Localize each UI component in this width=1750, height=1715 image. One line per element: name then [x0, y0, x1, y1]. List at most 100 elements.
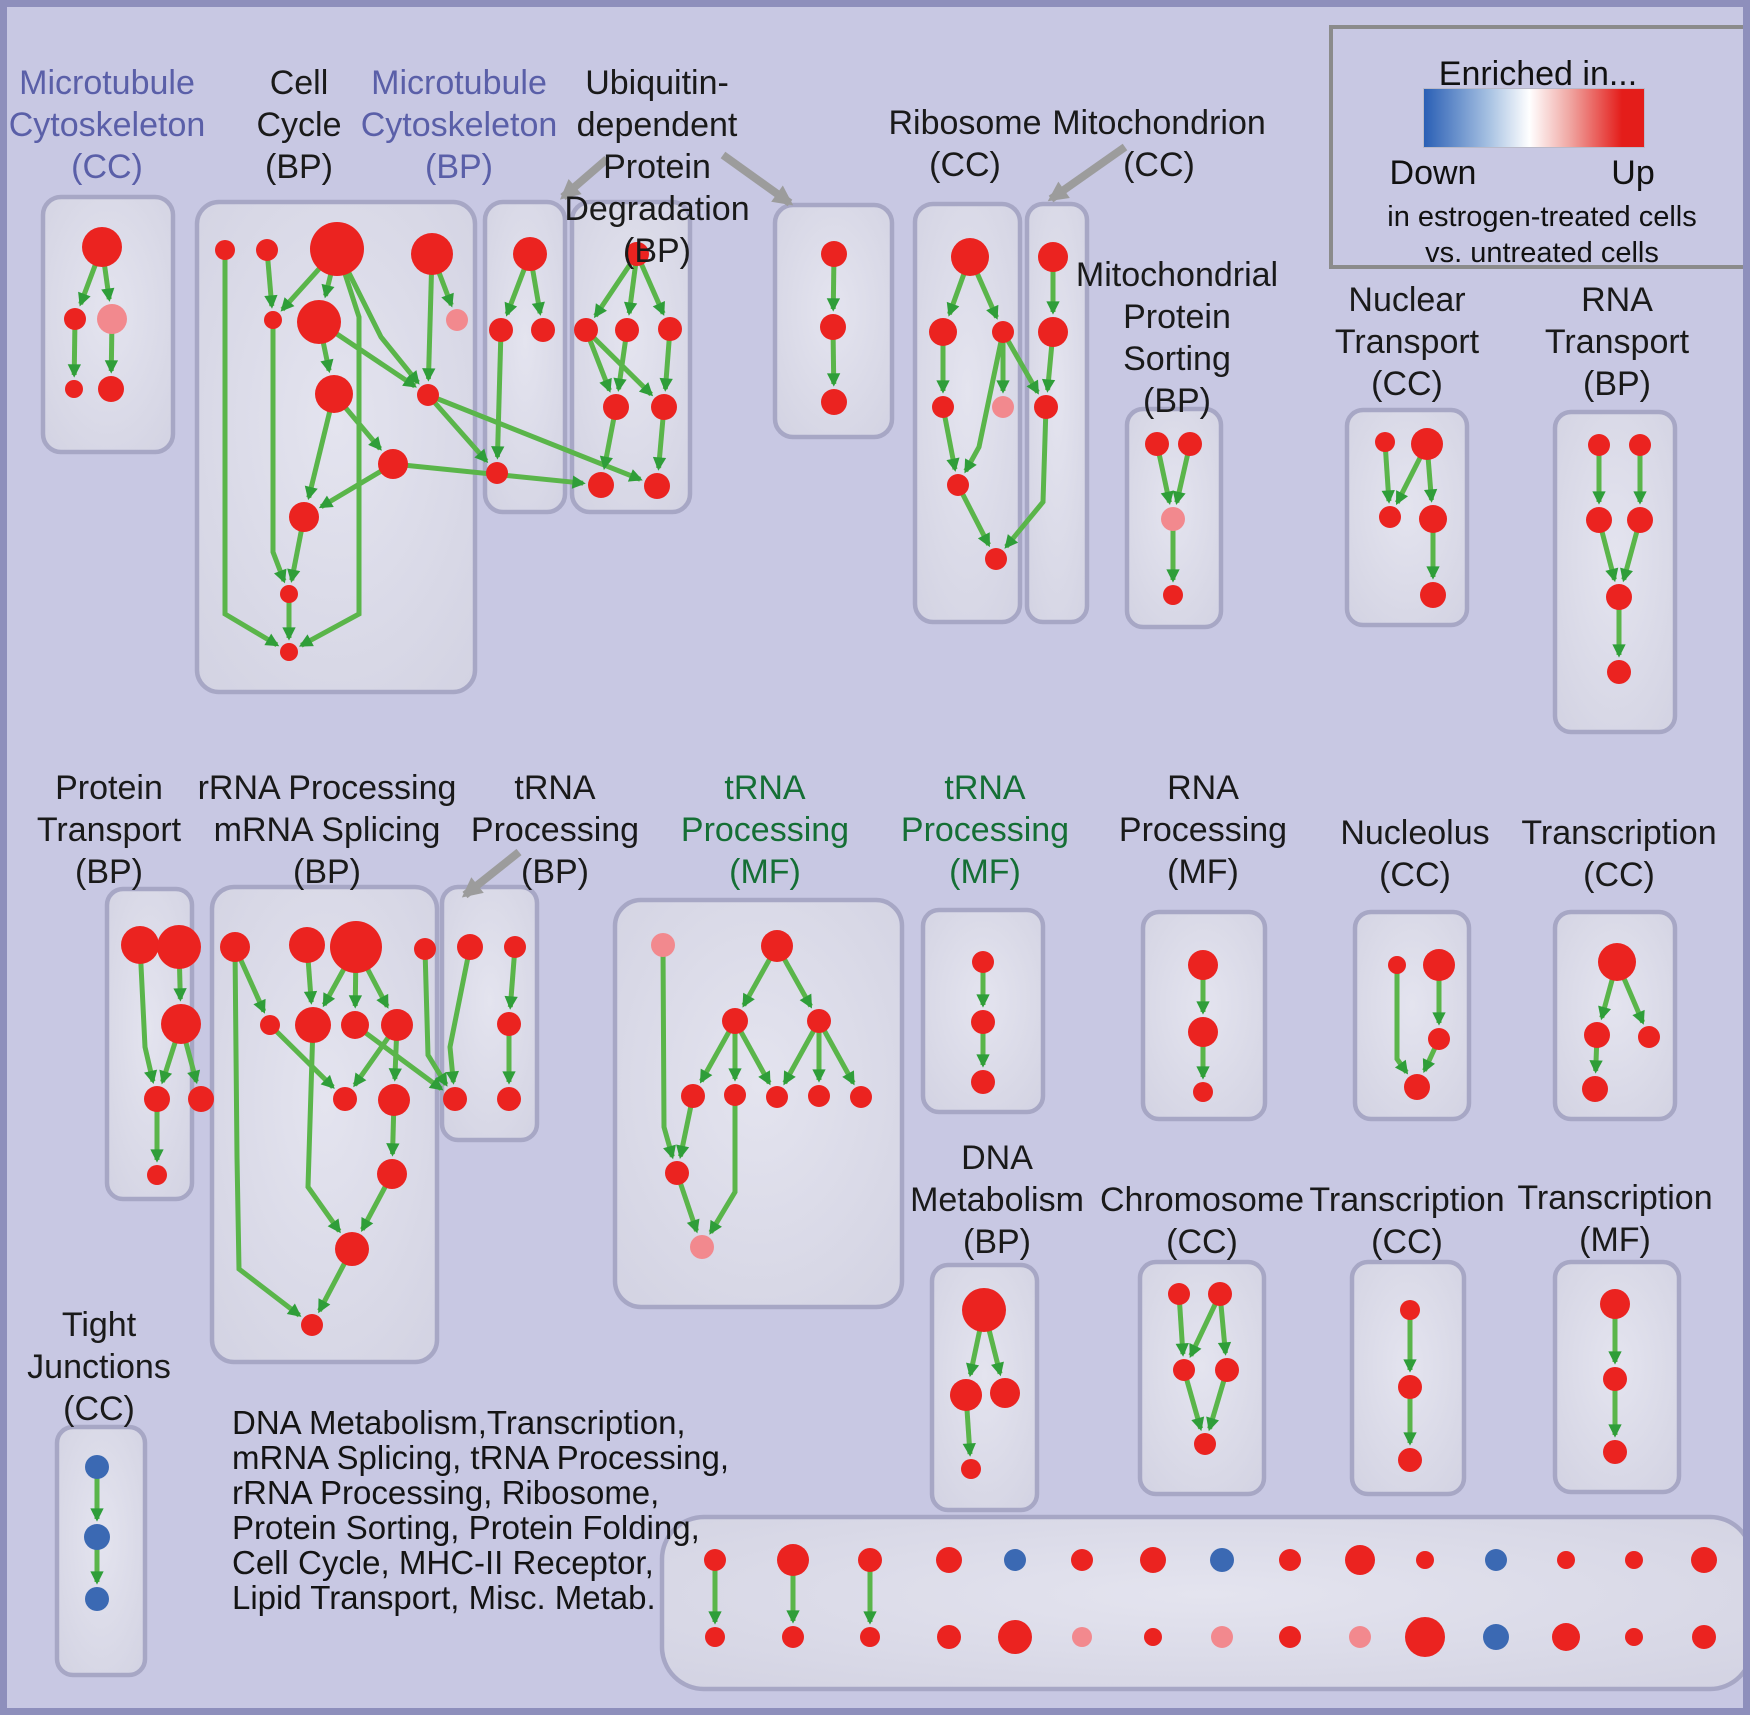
- group-label-chromosome-cc: Chromosome (CC): [1099, 1181, 1305, 1261]
- group-label-trna-processing-mf-2: tRNA Processing (MF): [900, 769, 1070, 891]
- go-term-node-bt9: [1279, 1549, 1301, 1571]
- go-term-node-s1: [1145, 432, 1169, 456]
- go-term-node-g5: [681, 1084, 705, 1108]
- go-term-node-z1: [85, 1455, 109, 1479]
- edge-q6-q12: [305, 1024, 342, 1234]
- go-term-node-bb5: [998, 1620, 1032, 1654]
- go-term-node-n3: [1379, 506, 1401, 528]
- misc-categories-note: DNA Metabolism,Transcription, mRNA Splic…: [232, 1405, 729, 1615]
- go-term-node-b1: [513, 237, 547, 271]
- go-term-node-c6: [297, 300, 341, 344]
- go-term-node-q11: [377, 1159, 407, 1189]
- go-term-node-n2: [1411, 428, 1443, 460]
- group-label-tight-junctions-cc: Tight Junctions (CC): [27, 1306, 171, 1428]
- go-term-node-n1: [1375, 432, 1395, 452]
- go-term-node-y3: [1603, 1440, 1627, 1464]
- go-term-node-x1: [1400, 1300, 1420, 1320]
- go-term-node-u2: [574, 318, 598, 342]
- edge-t1-t4: [445, 946, 473, 1085]
- go-term-node-bt15: [1691, 1547, 1717, 1573]
- go-term-node-j1: [1388, 956, 1406, 974]
- go-term-node-u7: [588, 472, 614, 498]
- go-term-node-y1: [1600, 1289, 1630, 1319]
- go-term-node-c1: [215, 240, 235, 260]
- callout-arrow-ubiquitin-right: [720, 151, 794, 207]
- group-label-protein-transport-bp: Protein Transport (BP): [36, 769, 182, 891]
- go-term-node-q9: [333, 1087, 357, 1111]
- go-term-node-bb10: [1349, 1626, 1371, 1648]
- go-term-node-bb2: [782, 1626, 804, 1648]
- go-term-node-k3: [1638, 1026, 1660, 1048]
- go-term-node-e2: [1629, 434, 1651, 456]
- go-term-node-q6: [295, 1007, 331, 1043]
- diagram-canvas: [40, 143, 1743, 1692]
- edge-c3-c9: [334, 247, 420, 385]
- go-term-node-q7: [341, 1011, 369, 1039]
- note-line: Cell Cycle, MHC-II Receptor,: [232, 1544, 654, 1581]
- go-term-node-k2: [1584, 1022, 1610, 1048]
- go-term-node-v2: [820, 314, 846, 340]
- go-term-node-u3: [615, 318, 639, 342]
- go-term-node-p4: [144, 1086, 170, 1112]
- callout-arrow-trna-bp: [461, 848, 522, 899]
- note-line: Lipid Transport, Misc. Metab.: [232, 1579, 656, 1616]
- go-term-node-c2: [256, 239, 278, 261]
- group-box-dna-metabolism: [929, 1262, 1040, 1513]
- go-term-node-e1: [1588, 434, 1610, 456]
- go-term-node-p3: [161, 1004, 201, 1044]
- edge-r3-r6: [963, 331, 1006, 474]
- edge-u2-u6: [584, 328, 654, 397]
- go-term-node-j3: [1428, 1028, 1450, 1050]
- go-term-node-z3: [85, 1587, 109, 1611]
- go-term-node-t4: [443, 1087, 467, 1111]
- go-term-node-v3: [821, 389, 847, 415]
- go-term-node-a1: [82, 227, 122, 267]
- go-term-node-b3: [531, 318, 555, 342]
- edge-c5-c12: [270, 320, 287, 584]
- note-line: DNA Metabolism,Transcription,: [232, 1404, 686, 1441]
- edge-g6-g11: [708, 1095, 738, 1235]
- go-term-node-z2: [84, 1524, 110, 1550]
- color-legend: Enriched in... Down Up in estrogen-treat…: [1329, 25, 1743, 269]
- go-term-node-q12: [335, 1232, 369, 1266]
- go-term-node-bt1: [704, 1549, 726, 1571]
- go-term-node-t2: [504, 936, 526, 958]
- go-term-node-bb7: [1144, 1628, 1162, 1646]
- go-term-node-g4: [807, 1009, 831, 1033]
- go-term-node-bt6: [1071, 1549, 1093, 1571]
- go-term-node-p5: [188, 1086, 214, 1112]
- go-term-node-u4: [658, 317, 682, 341]
- go-term-node-b2: [489, 318, 513, 342]
- group-label-transcription-mf: Transcription (MF): [1517, 1179, 1713, 1259]
- go-term-node-q2: [289, 927, 325, 963]
- edge-b2-b4: [491, 329, 505, 460]
- go-term-node-h1: [972, 951, 994, 973]
- group-label-ubiquitin-dependent-protein-degradation-bp: Ubiquitin-dependent Protein Degradation (BP…: [564, 64, 750, 270]
- go-term-node-g11: [690, 1235, 714, 1259]
- group-box-rrna-processing: [209, 884, 440, 1365]
- edge-r6-r7: [955, 483, 991, 548]
- go-term-node-u1: [625, 242, 649, 266]
- group-label-dna-metabolism-bp: DNA Metabolism (BP): [910, 1139, 1084, 1261]
- group-label-trna-processing-bp: tRNA Processing (BP): [470, 769, 640, 891]
- go-term-node-bt14: [1625, 1551, 1643, 1569]
- group-label-rrna-processing-mrna-splicing-bp: rRNA Processing mRNA Splicing (BP): [197, 769, 457, 891]
- go-term-node-q3: [330, 921, 382, 973]
- edge-j1-j4: [1394, 965, 1409, 1075]
- go-term-node-p6: [147, 1165, 167, 1185]
- go-term-node-t3: [497, 1012, 521, 1036]
- go-term-node-c3: [310, 222, 364, 276]
- go-term-node-s4: [1163, 585, 1183, 605]
- go-term-node-j4: [1404, 1074, 1430, 1100]
- group-label-microtubule-cytoskeleton-cc: Microtubule Cytoskeleton (CC): [8, 64, 206, 186]
- note-line: mRNA Splicing, tRNA Processing,: [232, 1439, 730, 1476]
- group-box-mitochondrion: [1024, 201, 1090, 625]
- go-term-node-c9: [417, 384, 439, 406]
- go-term-node-t5: [497, 1087, 521, 1111]
- go-term-node-d1: [962, 1288, 1006, 1332]
- go-term-node-g7: [766, 1086, 788, 1108]
- go-term-node-bb4: [937, 1625, 961, 1649]
- go-term-node-q5: [260, 1015, 280, 1035]
- go-term-node-d4: [961, 1459, 981, 1479]
